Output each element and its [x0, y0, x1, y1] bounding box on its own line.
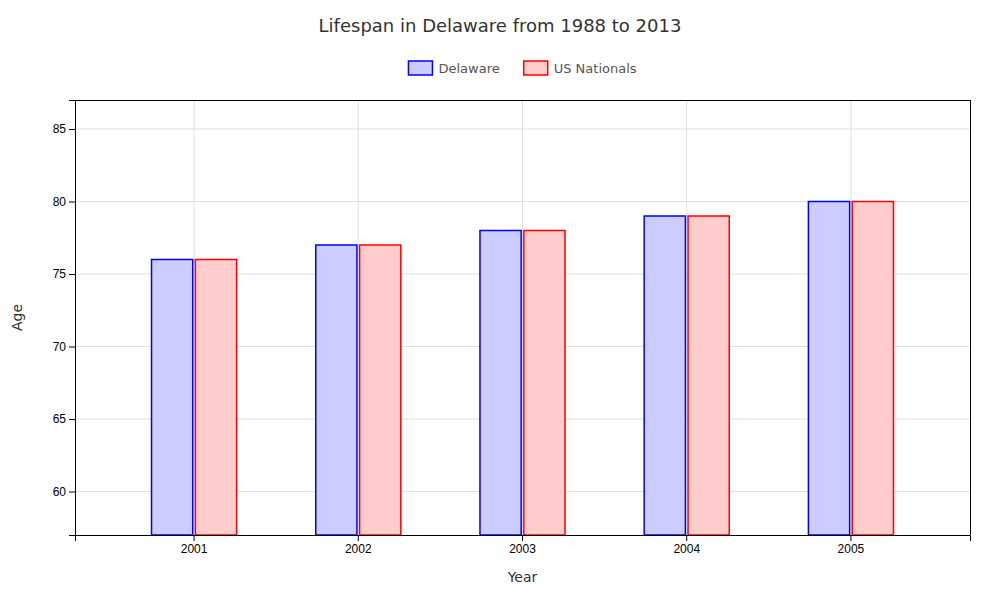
x-tick: 2005	[838, 535, 865, 556]
grid-line	[358, 100, 359, 535]
bar	[852, 202, 893, 536]
tick-label: 2004	[673, 542, 700, 556]
bar	[524, 231, 565, 536]
legend: Delaware US Nationals	[408, 61, 636, 76]
y-tick: 80	[53, 195, 75, 209]
legend-swatch	[408, 61, 432, 75]
x-tick: 2003	[509, 535, 536, 556]
bar-series	[195, 202, 893, 536]
tick-mark	[686, 535, 687, 541]
y-tick: 65	[53, 412, 75, 426]
bar	[360, 245, 401, 535]
tick-mark	[69, 202, 75, 203]
legend-label: Delaware	[438, 61, 499, 76]
tick-label: 80	[53, 195, 67, 209]
tick-label: 85	[53, 122, 67, 136]
tick-label: 2002	[345, 542, 372, 556]
frame	[970, 100, 971, 535]
legend-item: US Nationals	[524, 61, 637, 76]
tick-mark	[69, 492, 75, 493]
y-axis-title: Age	[9, 304, 25, 331]
legend-label: US Nationals	[554, 61, 637, 76]
frame	[75, 100, 970, 101]
x-tick: 2001	[181, 535, 208, 556]
tick-label: 60	[53, 485, 67, 499]
y-tick: 60	[53, 485, 75, 499]
x-axis-title: Year	[507, 569, 538, 585]
tick-label: 2001	[181, 542, 208, 556]
plot: 60 65 70 75 80 85 2001 2002 2003 2004 2005	[53, 100, 971, 556]
axis-line	[76, 536, 971, 542]
grid	[75, 100, 970, 535]
y-tick: 85	[53, 122, 75, 136]
tick-label: 2005	[838, 542, 865, 556]
tick-mark	[522, 535, 523, 541]
tick-mark	[850, 535, 851, 541]
grid-line	[522, 100, 523, 535]
bar	[316, 245, 357, 535]
grid-line	[194, 100, 195, 535]
bar	[480, 231, 521, 536]
tick-mark	[194, 535, 195, 541]
x-tick: 2002	[345, 535, 372, 556]
y-axis: 60 65 70 75 80 85	[53, 101, 76, 536]
tick-label: 75	[53, 267, 67, 281]
bar	[688, 216, 729, 535]
y-tick: 75	[53, 267, 75, 281]
tick-mark	[69, 274, 75, 275]
tick-label: 65	[53, 412, 67, 426]
x-tick: 2004	[673, 535, 700, 556]
tick-mark	[358, 535, 359, 541]
bar	[152, 260, 193, 536]
tick-label: 70	[53, 340, 67, 354]
grid-line	[850, 100, 851, 535]
legend-item: Delaware	[408, 61, 499, 76]
bars	[152, 202, 894, 536]
bar-series	[152, 202, 850, 536]
tick-mark	[69, 419, 75, 420]
chart: 60 65 70 75 80 85 2001 2002 2003 2004 2005 Lifespan…	[0, 0, 1000, 600]
y-tick: 70	[53, 340, 75, 354]
legend-swatch	[524, 61, 548, 75]
bar	[644, 216, 685, 535]
title: Lifespan in Delaware from 1988 to 2013	[319, 15, 682, 36]
tick-label: 2003	[509, 542, 536, 556]
tick-mark	[69, 347, 75, 348]
tick-mark	[69, 129, 75, 130]
grid-line	[686, 100, 687, 535]
x-axis: 2001 2002 2003 2004 2005	[76, 535, 971, 556]
axis-line	[69, 101, 76, 536]
bar	[808, 202, 849, 536]
bar	[195, 260, 236, 536]
